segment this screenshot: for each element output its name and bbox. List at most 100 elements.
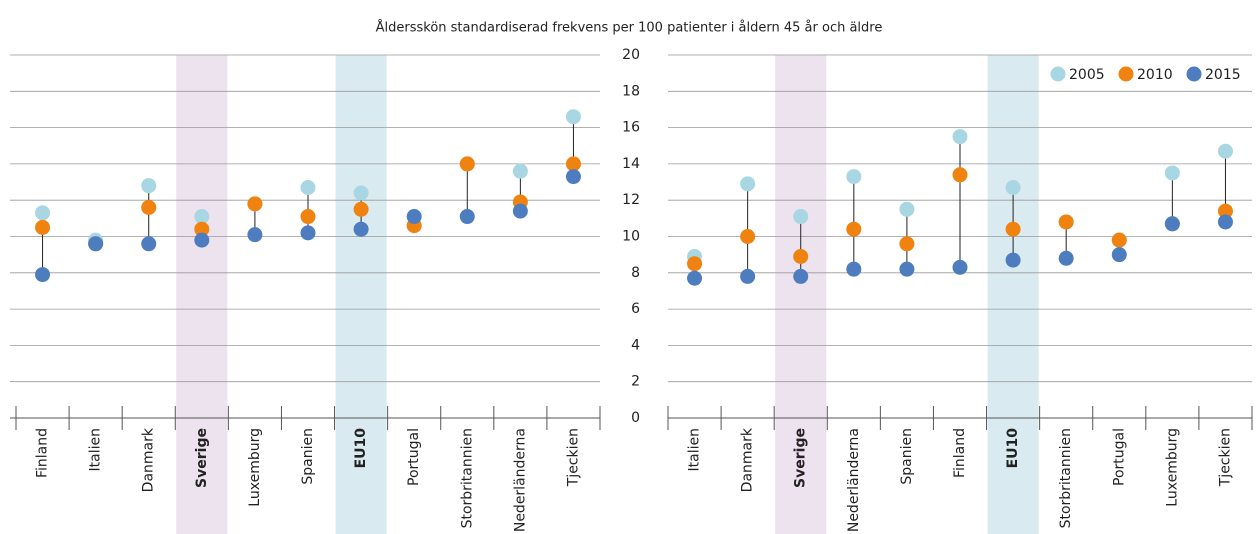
- x-tick-label: Finland: [35, 428, 51, 478]
- highlight-band: [775, 55, 827, 534]
- dot: [952, 167, 968, 183]
- x-tick-label: Storbritannien: [1058, 428, 1074, 528]
- x-tick-label: Tjeckien: [565, 428, 581, 487]
- dot: [899, 201, 915, 217]
- dot: [740, 229, 756, 244]
- dot: [952, 129, 968, 145]
- y-tick-label: 14: [622, 156, 640, 172]
- dot: [793, 209, 809, 225]
- dot: [1164, 216, 1180, 232]
- dot: [899, 261, 915, 277]
- dot: [194, 232, 210, 248]
- chart-title: Åldersskön standardiserad frekvens per 1…: [376, 20, 883, 36]
- dot: [793, 248, 809, 264]
- dot: [141, 178, 157, 194]
- dot: [1111, 247, 1127, 263]
- highlight-band: [335, 55, 387, 534]
- dot: [1164, 165, 1180, 181]
- dot: [952, 259, 968, 275]
- dot: [300, 225, 316, 241]
- dot: [300, 179, 316, 195]
- dot: [1005, 221, 1021, 237]
- x-tick-label: Nederländerna: [846, 428, 862, 532]
- x-tick-label: Portugal: [406, 428, 422, 486]
- dot: [459, 209, 475, 225]
- y-tick-label: 18: [622, 83, 640, 99]
- dot: [35, 205, 51, 221]
- axis-layer: [10, 406, 1253, 430]
- y-tick-label: 10: [622, 229, 640, 245]
- dot: [565, 109, 581, 125]
- y-tick-label: 16: [622, 120, 640, 136]
- y-tick-label: 4: [631, 337, 640, 353]
- dot: [687, 270, 703, 286]
- y-tick-label: 2: [631, 374, 640, 390]
- dot: [1217, 143, 1233, 159]
- legend-label: 2015: [1205, 67, 1241, 83]
- dot: [1217, 214, 1233, 230]
- dot: [141, 236, 157, 252]
- dot: [512, 203, 528, 219]
- y-tick-label: 6: [631, 301, 640, 317]
- dot: [846, 169, 862, 185]
- x-tick-label: Luxemburg: [247, 428, 263, 507]
- dot: [35, 219, 51, 235]
- dot: [353, 221, 369, 237]
- x-tick-label: Danmark: [740, 427, 756, 492]
- y-tick-label: 20: [622, 47, 640, 63]
- dot: [740, 268, 756, 284]
- x-tick-label: Italien: [687, 428, 703, 471]
- legend-marker: [1186, 66, 1202, 82]
- y-tick-label: 8: [631, 265, 640, 281]
- x-tick-label: Storbritannien: [459, 428, 475, 528]
- dot: [1058, 214, 1074, 230]
- dot: [899, 236, 915, 252]
- x-tick-label: Sverige: [793, 428, 809, 488]
- x-tick-label: Italien: [88, 428, 104, 471]
- legend-label: 2005: [1069, 67, 1105, 83]
- x-tick-label: EU10: [1005, 428, 1021, 469]
- dot: [740, 176, 756, 192]
- dot: [459, 156, 475, 172]
- x-tick-label: Danmark: [141, 427, 157, 492]
- labels-layer: Finland Italien Danmark Sverige Luxemburg Spa…: [35, 47, 1241, 532]
- highlight-band: [176, 55, 228, 534]
- dot: [846, 221, 862, 237]
- legend-marker: [1050, 66, 1066, 82]
- x-tick-label: Portugal: [1111, 428, 1127, 486]
- x-tick-label: EU10: [353, 428, 369, 469]
- dot: [353, 185, 369, 201]
- dot: [846, 261, 862, 277]
- bg-layer: [176, 55, 1039, 534]
- dot: [1217, 203, 1233, 219]
- dot: [1111, 232, 1127, 248]
- dot: [1005, 252, 1021, 268]
- dot: [687, 256, 703, 272]
- dot: [353, 201, 369, 217]
- dot: [1005, 179, 1021, 195]
- x-tick-label: Sverige: [194, 428, 210, 488]
- x-tick-label: Spanien: [300, 428, 316, 485]
- dot: [300, 209, 316, 225]
- dot: [247, 227, 263, 243]
- x-tick-label: Finland: [952, 428, 968, 478]
- dot: [793, 268, 809, 284]
- dot: [565, 156, 581, 172]
- dot: [88, 236, 104, 252]
- marks-layer: [35, 109, 1233, 286]
- dot: [194, 221, 210, 237]
- highlight-band: [987, 55, 1039, 534]
- x-tick-label: Nederländerna: [512, 428, 528, 532]
- y-tick-label: 0: [631, 410, 640, 426]
- grid-layer: [10, 54, 1252, 383]
- x-tick-label: Spanien: [899, 428, 915, 485]
- dot: [247, 196, 263, 212]
- dot: [512, 163, 528, 179]
- dot: [141, 199, 157, 215]
- legend-label: 2010: [1137, 67, 1173, 83]
- dot: [194, 209, 210, 225]
- dot: [406, 209, 422, 225]
- x-tick-label: Luxemburg: [1164, 428, 1180, 507]
- x-tick-label: Tjeckien: [1217, 428, 1233, 487]
- y-tick-label: 12: [622, 192, 640, 208]
